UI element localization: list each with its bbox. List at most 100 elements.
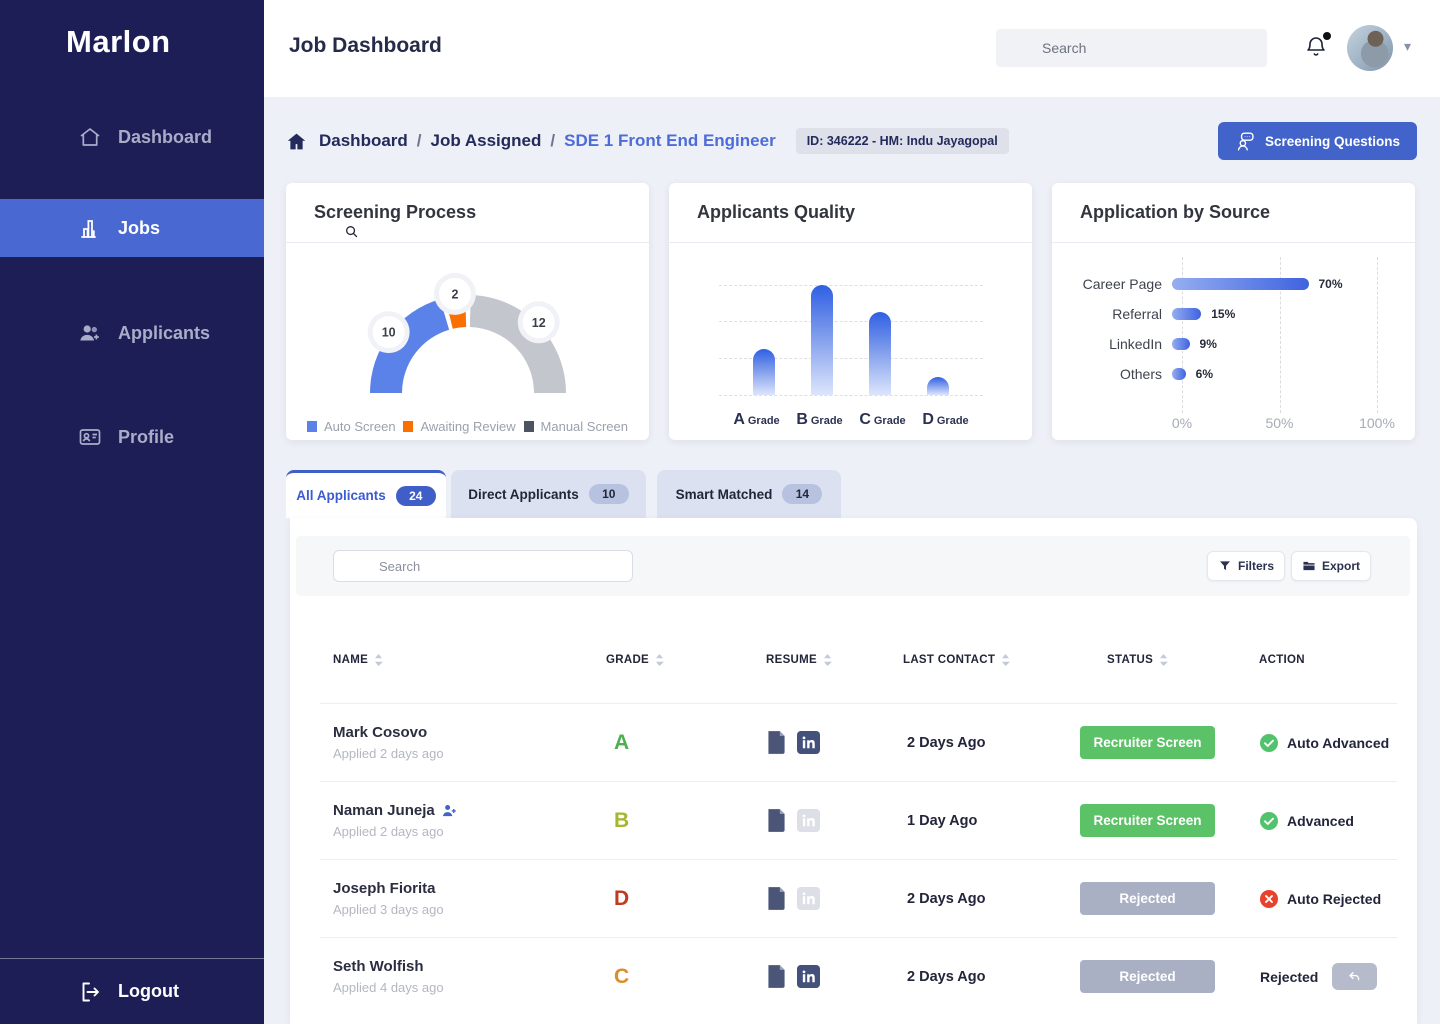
- grade-value: D: [614, 886, 630, 910]
- grid-line: [719, 358, 983, 359]
- avatar[interactable]: [1347, 25, 1393, 71]
- source-rows: Career Page 70% Referral 15% LinkedIn 9% Other…: [1052, 269, 1415, 389]
- linkedin-icon[interactable]: [797, 731, 820, 754]
- sort-icon[interactable]: [1001, 653, 1011, 667]
- person-add-icon: [442, 803, 457, 818]
- tab-smart-matched[interactable]: Smart Matched 14: [657, 470, 841, 518]
- sidebar-item-profile[interactable]: Profile: [0, 408, 264, 466]
- search-icon[interactable]: [344, 224, 359, 239]
- source-bar: [1172, 308, 1202, 320]
- breadcrumb-section[interactable]: Job Assigned: [430, 131, 542, 150]
- status-badge[interactable]: Recruiter Screen: [1080, 726, 1215, 759]
- applicant-name[interactable]: Seth Wolfish: [333, 958, 424, 975]
- tab-label: Smart Matched: [675, 486, 773, 502]
- x-tick-label: 0%: [1171, 415, 1193, 431]
- grade-value: A: [614, 730, 630, 754]
- legend-label: Awaiting Review: [420, 419, 516, 434]
- legend-item: Manual Screen: [523, 419, 628, 434]
- tab-count-badge: 24: [395, 485, 436, 506]
- tab-direct-applicants[interactable]: Direct Applicants 10: [451, 470, 646, 518]
- name-cell: Seth Wolfish Applied 4 days ago: [333, 958, 596, 995]
- status-badge[interactable]: Rejected: [1080, 960, 1215, 993]
- status-cell: Recruiter Screen: [1080, 804, 1250, 837]
- source-label: Referral: [1112, 306, 1162, 322]
- source-row: Referral 15%: [1052, 299, 1415, 329]
- chevron-down-icon[interactable]: ▾: [1404, 38, 1412, 54]
- card-header: Screening Process: [286, 183, 649, 243]
- sort-icon[interactable]: [374, 653, 384, 667]
- logout-label: Logout: [118, 981, 179, 1001]
- table-search-input[interactable]: [333, 550, 633, 582]
- home-icon[interactable]: [286, 131, 307, 152]
- sidebar-item-label: Applicants: [118, 322, 211, 343]
- bar: [753, 349, 775, 395]
- gauge-chip-value: 10: [381, 326, 395, 340]
- table-row: Seth Wolfish Applied 4 days ago C 2 Days Ag…: [320, 937, 1397, 1015]
- table-row: Mark Cosovo Applied 2 days ago A 2 Days Ago…: [320, 703, 1397, 781]
- action-label: Advanced: [1287, 812, 1354, 829]
- user-group-add-icon: [78, 321, 102, 345]
- gauge-chart: 10 2 12 Auto Screen Awaiting Review Manual S…: [286, 251, 649, 447]
- global-search-input[interactable]: [996, 29, 1267, 67]
- logout-button[interactable]: Logout: [0, 958, 264, 1024]
- applied-date: Applied 3 days ago: [333, 902, 444, 917]
- linkedin-icon[interactable]: [797, 965, 820, 988]
- card-title: Screening Process: [314, 202, 477, 222]
- action-cell: Auto Advanced: [1250, 733, 1397, 752]
- source-value: 6%: [1195, 367, 1213, 381]
- export-button[interactable]: Export: [1290, 551, 1371, 581]
- applicant-name[interactable]: Naman Juneja: [333, 802, 435, 819]
- sidebar-item-applicants[interactable]: Applicants: [0, 304, 264, 362]
- legend-label: Auto Screen: [324, 419, 396, 434]
- screening-questions-label: Screening Questions: [1264, 133, 1400, 149]
- export-label: Export: [1321, 559, 1360, 573]
- status-badge[interactable]: Rejected: [1080, 882, 1215, 915]
- applicant-name[interactable]: Joseph Fiorita: [333, 880, 436, 897]
- source-value: 70%: [1318, 277, 1343, 291]
- action-cell: Advanced: [1250, 811, 1397, 830]
- applicant-name[interactable]: Mark Cosovo: [333, 724, 428, 741]
- source-value: 9%: [1199, 337, 1217, 351]
- action-label: Rejected: [1260, 968, 1319, 985]
- bar: [927, 377, 949, 395]
- sidebar-item-dashboard[interactable]: Dashboard: [0, 108, 264, 166]
- gauge-segment-manual-screen: [469, 295, 566, 393]
- document-icon[interactable]: [767, 887, 786, 910]
- bar-column: [793, 285, 851, 395]
- document-icon[interactable]: [767, 731, 786, 754]
- column-header-grade[interactable]: GRADE: [596, 653, 756, 667]
- action-cell: Rejected: [1250, 963, 1397, 990]
- sort-icon[interactable]: [655, 653, 665, 667]
- action-label: Auto Advanced: [1287, 734, 1390, 751]
- source-value: 15%: [1211, 307, 1236, 321]
- document-icon[interactable]: [767, 809, 786, 832]
- tab-label: All Applicants: [296, 488, 386, 503]
- document-icon[interactable]: [767, 965, 786, 988]
- sidebar-item-jobs[interactable]: Jobs: [0, 199, 264, 257]
- table-rows: Mark Cosovo Applied 2 days ago A 2 Days Ago…: [320, 703, 1397, 1015]
- screening-questions-button[interactable]: Screening Questions: [1217, 122, 1417, 160]
- column-header-status[interactable]: STATUS: [1080, 653, 1250, 667]
- linkedin-icon[interactable]: [797, 887, 820, 910]
- gauge-legend: Auto Screen Awaiting Review Manual Screen: [286, 419, 649, 434]
- status-badge[interactable]: Recruiter Screen: [1080, 804, 1215, 837]
- column-header-name[interactable]: NAME: [333, 653, 596, 667]
- grade-value: B: [614, 808, 630, 832]
- quality-bar-chart: A Grade B Grade C Grade D Grade: [669, 243, 1032, 439]
- sort-icon[interactable]: [823, 653, 833, 667]
- filters-button[interactable]: Filters: [1206, 551, 1285, 581]
- source-track: 9%: [1172, 337, 1367, 351]
- linkedin-icon[interactable]: [797, 809, 820, 832]
- source-label: Career Page: [1082, 276, 1162, 292]
- undo-button[interactable]: [1332, 963, 1378, 990]
- column-header-resume[interactable]: RESUME: [756, 653, 893, 667]
- tab-all-applicants[interactable]: All Applicants 24: [286, 470, 446, 518]
- sort-icon[interactable]: [1159, 653, 1169, 667]
- name-cell: Joseph Fiorita Applied 3 days ago: [333, 880, 596, 917]
- applied-date: Applied 4 days ago: [333, 980, 444, 995]
- breadcrumb-root[interactable]: Dashboard: [319, 131, 408, 150]
- column-header-last-contact[interactable]: LAST CONTACT: [893, 653, 1080, 667]
- grid-line: [719, 285, 983, 286]
- notifications-button[interactable]: [1304, 32, 1331, 61]
- legend-label: Manual Screen: [540, 419, 628, 434]
